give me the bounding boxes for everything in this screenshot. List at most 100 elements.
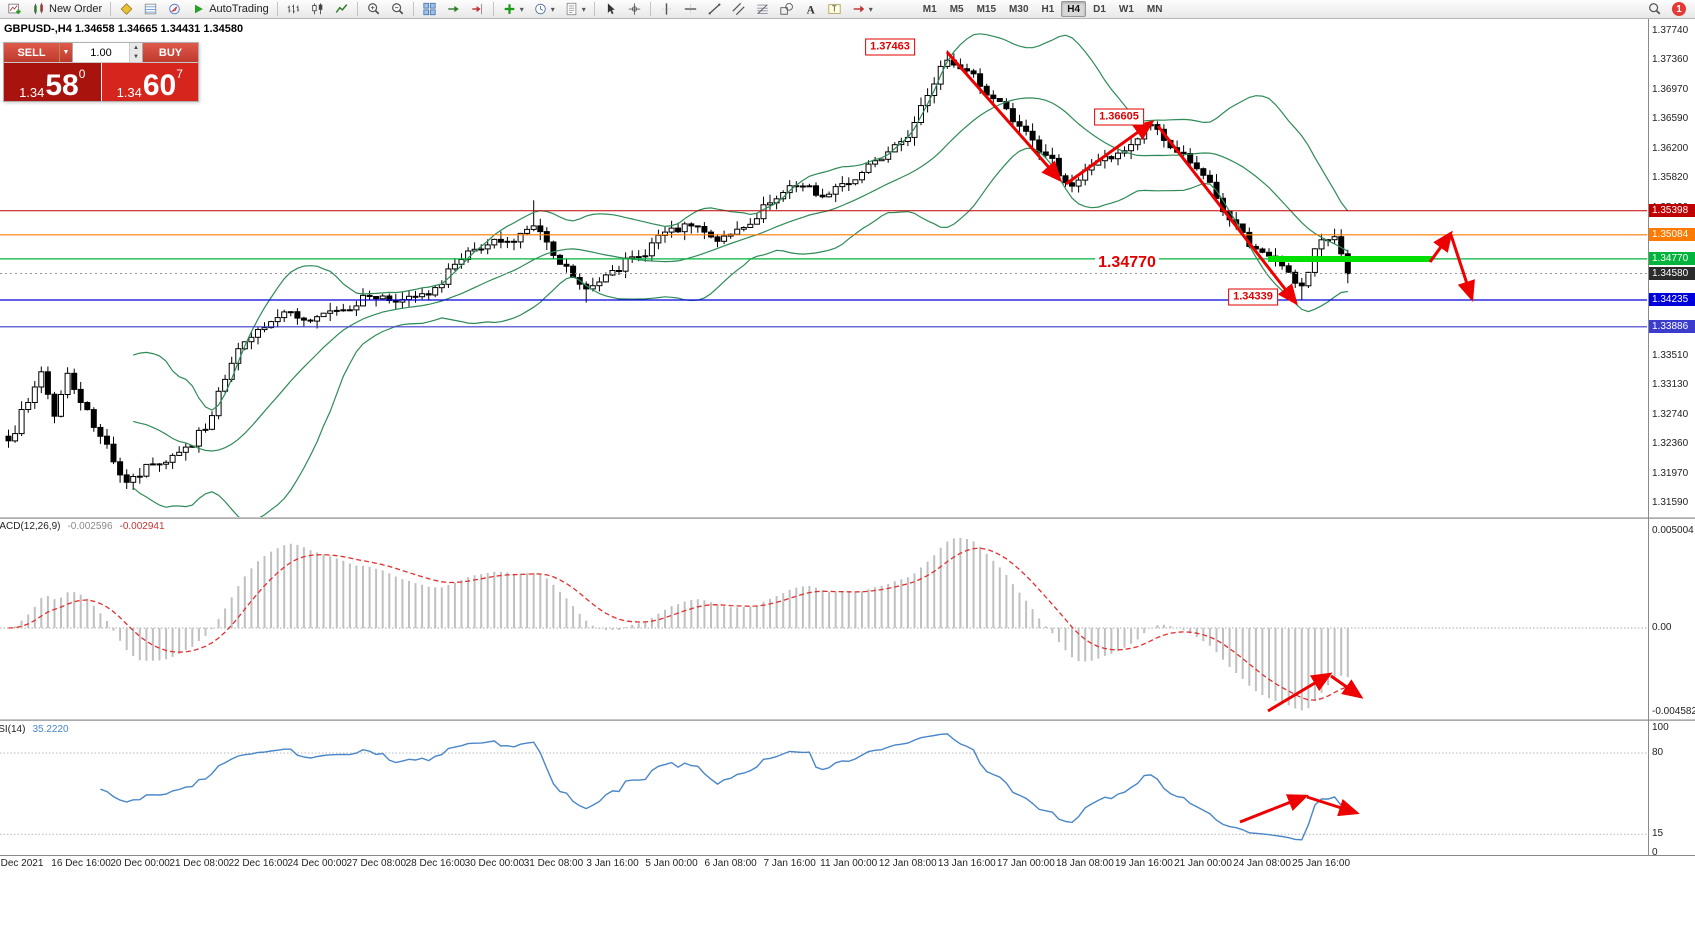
candlestick-mode-button[interactable] xyxy=(306,1,329,18)
time-axis-label: 19 Jan 16:00 xyxy=(1115,858,1173,869)
templates-button[interactable]: ▾ xyxy=(560,1,590,18)
candle xyxy=(222,378,229,392)
price-axis-tick: 1.32360 xyxy=(1652,437,1689,449)
toolbar-separator xyxy=(649,2,651,16)
fibonacci-tool-button[interactable] xyxy=(751,1,774,18)
timeframe-m1[interactable]: M1 xyxy=(917,1,943,17)
candle xyxy=(130,476,137,483)
candle xyxy=(419,293,426,298)
timeframe-h1[interactable]: H1 xyxy=(1036,1,1061,17)
candle xyxy=(1266,251,1272,257)
timeframe-m5[interactable]: M5 xyxy=(944,1,970,17)
candle xyxy=(425,293,432,296)
indicators-list-button[interactable]: ▾ xyxy=(498,1,528,18)
shapes-tool-button[interactable] xyxy=(775,1,798,18)
candle xyxy=(392,300,399,303)
new-order-button[interactable]: New Order xyxy=(27,1,106,18)
candle xyxy=(44,371,51,395)
candle xyxy=(18,409,25,435)
zoom-in-button[interactable] xyxy=(362,1,385,18)
text-tool-button[interactable]: A xyxy=(799,1,822,18)
price-axis-tick: 1.32740 xyxy=(1652,408,1689,420)
timeframe-m30[interactable]: M30 xyxy=(1003,1,1034,17)
candle xyxy=(1318,239,1325,250)
chart-shift-button[interactable] xyxy=(466,1,489,18)
text-label-tool-button[interactable]: T xyxy=(823,1,846,18)
macd-splitter[interactable] xyxy=(0,517,1695,519)
zoom-out-button[interactable] xyxy=(386,1,409,18)
trend-arrow xyxy=(1156,125,1298,306)
candle xyxy=(156,463,163,466)
candle xyxy=(826,193,833,198)
time-axis-label: 21 Dec 08:00 xyxy=(169,858,229,869)
buy-button[interactable]: BUY xyxy=(143,43,198,62)
line-chart-mode-button[interactable] xyxy=(330,1,353,18)
candle xyxy=(1042,151,1049,156)
trend-arrow xyxy=(1267,672,1333,713)
candle xyxy=(688,223,695,227)
timeframe-d1[interactable]: D1 xyxy=(1087,1,1112,17)
candle xyxy=(648,242,655,257)
time-axis-label: 17 Jan 00:00 xyxy=(996,858,1055,869)
candle xyxy=(12,433,19,442)
volume-down-icon[interactable]: ▼ xyxy=(130,52,142,62)
timeframe-h4[interactable]: H4 xyxy=(1061,1,1087,17)
data-window-button[interactable] xyxy=(139,1,162,18)
time-axis-label: 28 Dec 16:00 xyxy=(405,858,466,869)
candle xyxy=(557,254,563,265)
candle xyxy=(609,270,616,276)
timeframe-m15[interactable]: M15 xyxy=(971,1,1002,17)
toolbar-separator xyxy=(412,2,414,16)
candle xyxy=(996,98,1003,102)
bar-chart-mode-button[interactable] xyxy=(282,1,305,18)
arrows-tool-button[interactable]: ▾ xyxy=(847,1,877,18)
cursor-tool-button[interactable] xyxy=(599,1,622,18)
candle xyxy=(767,202,773,206)
sell-button[interactable]: SELL xyxy=(4,43,59,62)
rsi-header: RSI(14) 35.2220 xyxy=(0,724,69,735)
rsi-splitter[interactable] xyxy=(0,719,1695,721)
new-chart-button[interactable] xyxy=(3,1,26,18)
channel-tool-button[interactable] xyxy=(727,1,750,18)
price-axis-tick: 1.37360 xyxy=(1652,54,1689,66)
sell-price-button[interactable]: 1.34 58 0 xyxy=(4,63,101,101)
price-callout-label: 1.34339 xyxy=(1228,288,1278,306)
search-button[interactable] xyxy=(1643,0,1666,19)
candle xyxy=(655,234,662,244)
timeframe-toolbar: M1 M5 M15 M30 H1 H4 D1 W1 MN xyxy=(917,1,1169,17)
vertical-line-tool-button[interactable] xyxy=(655,1,678,18)
volume-up-icon[interactable]: ▲ xyxy=(130,43,142,53)
trend-arrow xyxy=(945,51,1062,183)
candle xyxy=(314,316,321,322)
toolbar-right: 1 xyxy=(1643,0,1692,19)
candle xyxy=(320,312,327,318)
tile-windows-button[interactable] xyxy=(418,1,441,18)
channel-icon xyxy=(731,2,746,16)
volume-input[interactable] xyxy=(73,43,129,62)
buy-price-point: 7 xyxy=(176,67,183,81)
candle xyxy=(149,463,156,466)
candle xyxy=(248,336,255,343)
time-axis-label: 24 Jan 08:00 xyxy=(1233,858,1291,869)
trendline-tool-button[interactable] xyxy=(703,1,726,18)
candle xyxy=(524,228,531,234)
macd-axis-tick: 0.00 xyxy=(1652,622,1672,633)
candle xyxy=(990,94,997,100)
timeframe-w1[interactable]: W1 xyxy=(1113,1,1140,17)
notification-badge[interactable]: 1 xyxy=(1672,2,1686,16)
navigator-button[interactable] xyxy=(163,1,186,18)
auto-scroll-button[interactable] xyxy=(442,1,465,18)
buy-price-button[interactable]: 1.34 60 7 xyxy=(101,63,198,101)
timeframe-mn[interactable]: MN xyxy=(1141,1,1169,17)
bar-chart-icon xyxy=(286,2,301,16)
time-axis-label: 24 Dec 00:00 xyxy=(287,858,348,869)
periods-button[interactable]: ▾ xyxy=(529,1,559,18)
autotrading-button[interactable]: AutoTrading xyxy=(187,1,273,18)
time-axis-label: 20 Dec 00:00 xyxy=(110,858,170,869)
sell-options-caret-icon[interactable]: ▼ xyxy=(59,43,72,62)
candle xyxy=(530,225,537,230)
market-watch-button[interactable] xyxy=(115,1,138,18)
horizontal-line-tool-button[interactable] xyxy=(679,1,702,18)
crosshair-tool-button[interactable] xyxy=(623,1,646,18)
